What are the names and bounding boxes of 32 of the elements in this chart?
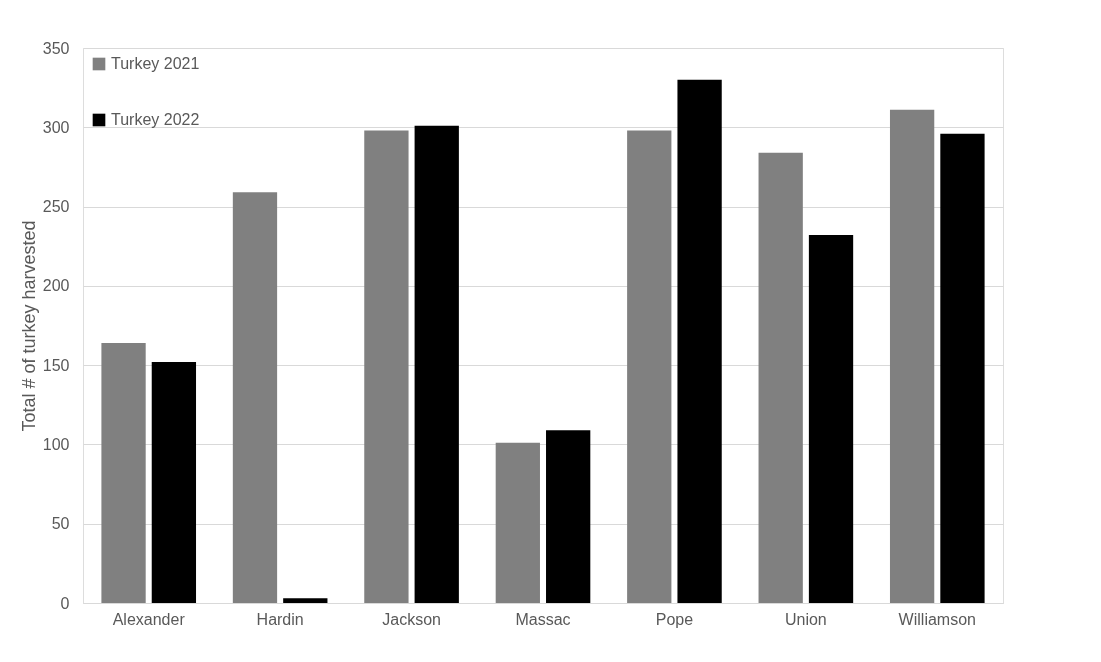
bar — [414, 125, 459, 603]
y-tick-label: 0 — [60, 594, 70, 612]
bar — [940, 133, 985, 603]
x-tick-label: Williamson — [898, 610, 976, 628]
y-tick-label: 200 — [42, 277, 70, 295]
x-tick-label: Hardin — [256, 610, 304, 628]
bar — [808, 235, 854, 603]
x-tick-label: Pope — [655, 610, 694, 628]
y-tick-label: 350 — [42, 39, 70, 57]
bar — [364, 130, 409, 603]
y-tick-label: 250 — [42, 198, 70, 216]
x-tick-label: Union — [784, 610, 827, 628]
bar — [101, 342, 146, 603]
x-tick-label: Alexander — [112, 610, 186, 628]
bar — [151, 361, 197, 603]
y-tick-label: 50 — [51, 515, 70, 533]
x-tick-label: Massac — [515, 610, 571, 628]
bar — [889, 109, 935, 603]
bar — [495, 442, 540, 603]
bar — [758, 152, 803, 603]
bar — [232, 192, 278, 603]
bar — [546, 430, 591, 603]
bar — [283, 598, 328, 603]
y-axis-title: Total # of turkey harvested — [18, 220, 39, 432]
x-tick-label: Jackson — [382, 610, 441, 628]
bar — [627, 130, 672, 603]
y-tick-label: 150 — [42, 356, 70, 374]
legend-label: Turkey 2021 — [111, 55, 200, 72]
y-tick-label: 100 — [42, 435, 70, 453]
legend-label: Turkey 2022 — [111, 111, 200, 128]
y-tick-label: 300 — [42, 118, 70, 136]
bar — [677, 79, 722, 603]
